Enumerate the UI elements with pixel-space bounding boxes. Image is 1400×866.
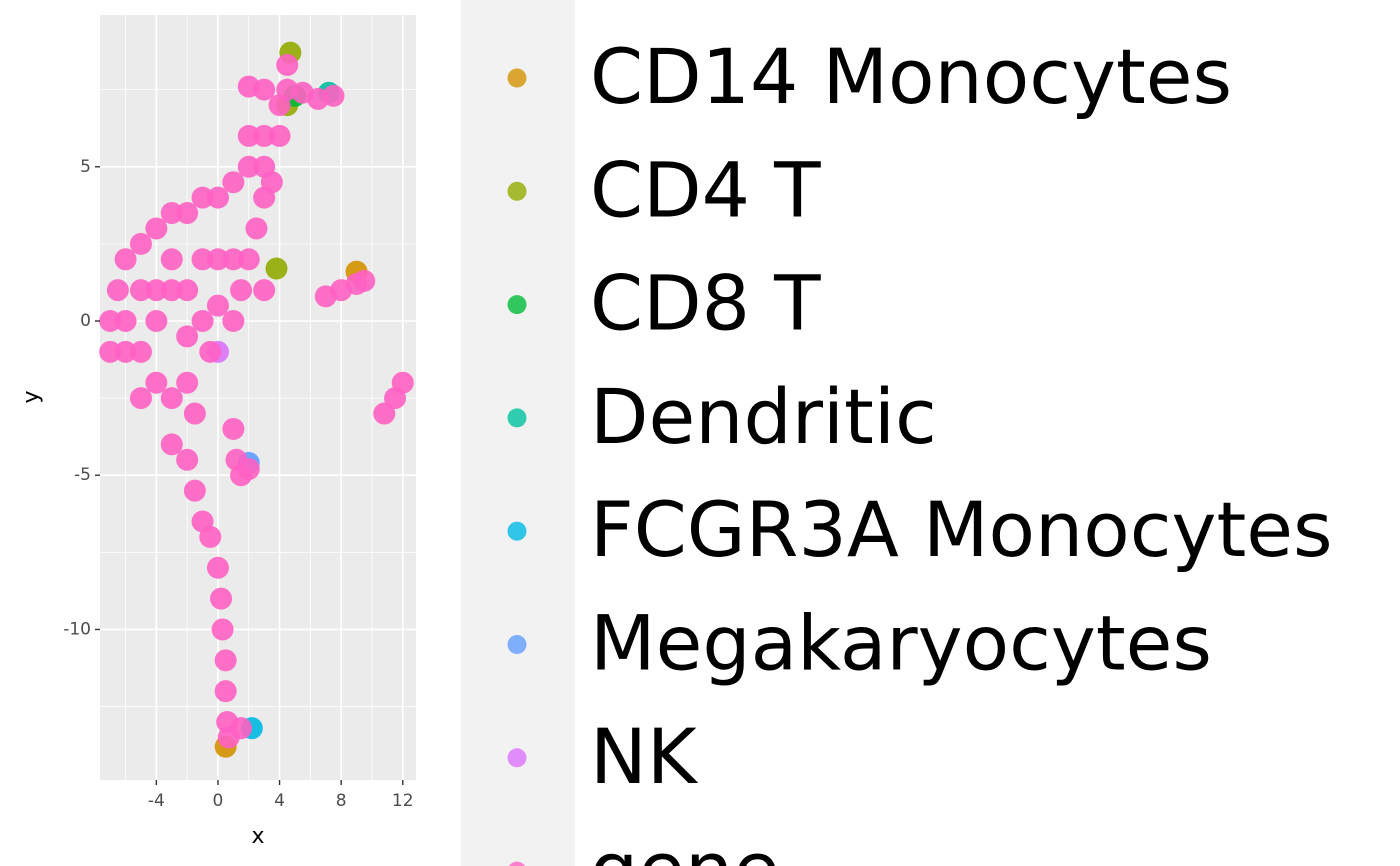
- point: [222, 248, 245, 271]
- legend-key: [508, 861, 526, 866]
- point: [206, 294, 229, 317]
- point: [391, 371, 414, 394]
- points: [99, 41, 414, 758]
- point: [222, 171, 245, 194]
- point: [145, 371, 168, 394]
- point: [160, 248, 183, 271]
- point: [183, 479, 206, 502]
- point: [206, 248, 229, 271]
- point: [237, 248, 260, 271]
- point: [199, 340, 222, 363]
- point: [191, 186, 214, 209]
- point: [160, 202, 183, 225]
- point: [260, 171, 283, 194]
- point: [206, 556, 229, 579]
- point: [237, 75, 260, 98]
- y-tick-label: 0: [80, 311, 91, 331]
- legend-key: [507, 295, 527, 315]
- point: [276, 53, 299, 76]
- legend-label: FCGR3A Monocytes: [590, 485, 1333, 574]
- x-tick-label: 4: [274, 791, 285, 811]
- point: [176, 325, 199, 348]
- legend-label: Dendritic: [590, 372, 937, 461]
- point: [160, 387, 183, 410]
- y-tick-label: 5: [80, 157, 91, 177]
- point: [245, 217, 268, 240]
- point: [191, 310, 214, 332]
- point: [145, 310, 168, 332]
- legend-label: NK: [590, 712, 699, 801]
- point: [176, 448, 199, 471]
- legend-label: CD14 Monocytes: [590, 32, 1232, 121]
- point: [373, 402, 396, 425]
- point: [322, 84, 345, 107]
- point: [237, 155, 260, 178]
- legend: CD14 Monocytes CD4 T CD8 T Dendritic FCGR3A …: [507, 32, 1333, 866]
- point: [145, 217, 168, 240]
- point: [265, 257, 288, 280]
- y-tick-label: -10: [63, 619, 91, 639]
- point: [114, 340, 137, 363]
- point: [230, 279, 253, 302]
- point: [99, 310, 122, 332]
- x-tick-label: 8: [336, 791, 347, 811]
- point: [214, 649, 237, 672]
- point: [145, 279, 168, 302]
- x-tick-label: -4: [148, 791, 165, 811]
- point: [237, 458, 260, 481]
- point: [99, 340, 122, 363]
- x-tick-label: 12: [392, 791, 414, 811]
- point: [222, 417, 245, 440]
- point: [176, 371, 199, 394]
- legend-key: [507, 521, 527, 541]
- point: [114, 310, 137, 332]
- point: [253, 124, 276, 147]
- point: [183, 402, 206, 425]
- point: [199, 525, 222, 548]
- legend-key: [507, 408, 527, 428]
- point: [206, 186, 229, 209]
- point: [191, 248, 214, 271]
- point: [106, 279, 129, 302]
- legend-key: [507, 68, 527, 88]
- point: [214, 680, 237, 703]
- point: [222, 310, 245, 332]
- legend-key: [507, 635, 527, 654]
- legend-label: CD4 T: [590, 145, 821, 234]
- axes: -4 0 4 8 12 -10 -5 0 5: [63, 157, 413, 811]
- point: [353, 269, 376, 292]
- y-tick-label: -5: [74, 465, 91, 485]
- legend-label: Megakaryocytes: [590, 598, 1212, 687]
- point: [237, 124, 260, 147]
- x-axis-title: x: [251, 824, 264, 849]
- point: [230, 717, 253, 740]
- point: [114, 248, 137, 271]
- point: [268, 124, 291, 147]
- point: [176, 202, 199, 225]
- point: [211, 618, 234, 641]
- point: [129, 232, 152, 255]
- point: [210, 587, 233, 610]
- point: [129, 387, 152, 410]
- legend-label: gene: [590, 825, 780, 866]
- y-axis-title: y: [19, 390, 44, 403]
- point: [129, 279, 152, 302]
- legend-key: [507, 748, 527, 768]
- point: [160, 433, 183, 456]
- legend-key-background: [461, 0, 575, 866]
- legend-key: [507, 181, 527, 201]
- point: [253, 279, 276, 302]
- point: [176, 279, 199, 302]
- x-tick-label: 0: [213, 791, 224, 811]
- legend-label: CD8 T: [590, 259, 821, 348]
- point: [160, 279, 183, 302]
- point: [129, 340, 152, 363]
